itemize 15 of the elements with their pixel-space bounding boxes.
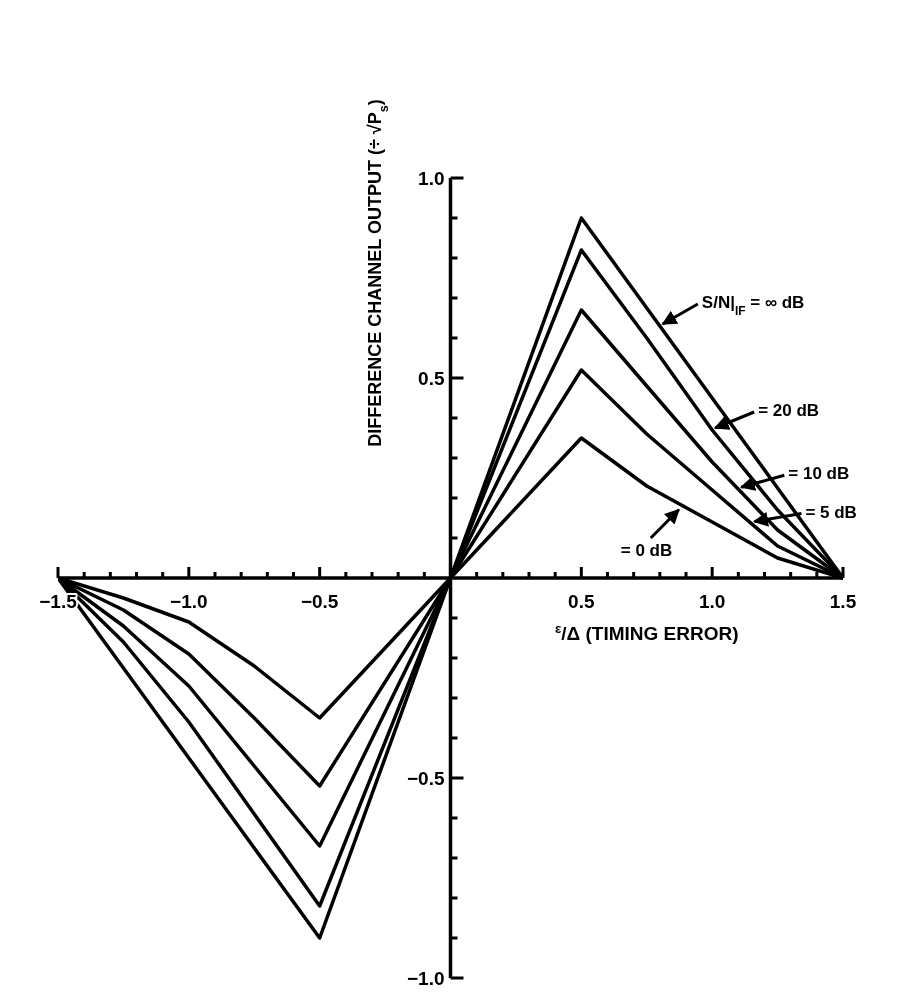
text: = 0 dB — [620, 541, 673, 560]
legend-label: = 10 dB — [788, 464, 850, 484]
x-axis-title: $^{ε}$/Δ (TIMING ERROR) — [554, 620, 739, 644]
x-tick-label: 0.5 — [568, 591, 595, 612]
y-tick-label: 0.5 — [418, 368, 445, 389]
x-tick-label: 1.5 — [829, 591, 857, 612]
y-tick-label: −1.0 — [406, 968, 445, 989]
y-tick-label: 1.0 — [418, 168, 445, 189]
x-tick-label: −0.5 — [300, 591, 339, 612]
x-tick-label: −1.0 — [170, 591, 208, 612]
legend-label: S/N|$_{IF}$ = ∞ dB — [701, 293, 805, 318]
legend-label: = 5 dB — [805, 502, 857, 522]
legend-label: = 20 dB — [758, 401, 820, 420]
x-tick-label: 1.0 — [698, 591, 726, 612]
y-tick-label: −0.5 — [406, 768, 445, 789]
